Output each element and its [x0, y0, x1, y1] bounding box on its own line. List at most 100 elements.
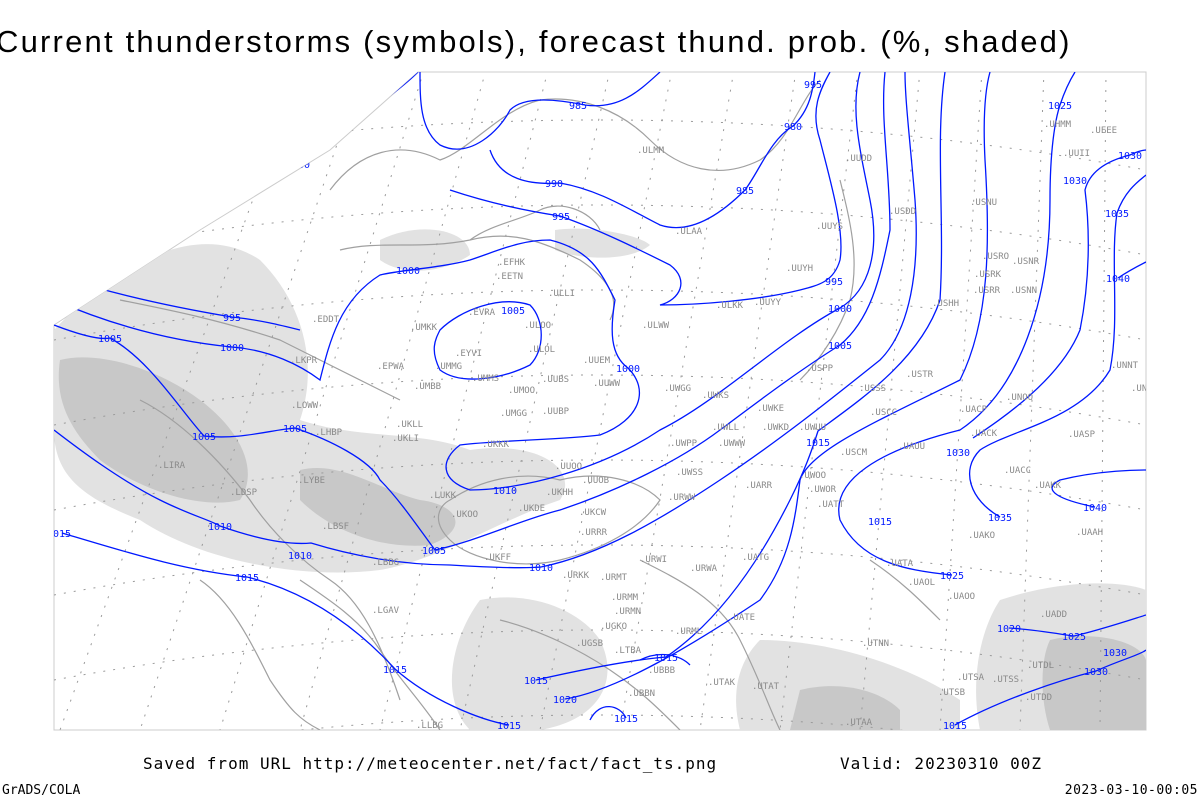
station-label: .USSS — [859, 384, 886, 394]
isobar-label: 1005 — [98, 334, 122, 345]
meridian-line — [59, 72, 301, 730]
station-label: .LIRA — [158, 461, 186, 471]
station-label: .UGKO — [600, 622, 627, 632]
isobar-label: 1030 — [1118, 151, 1142, 162]
station-label: .UKHH — [546, 488, 573, 498]
station-label: .UTAK — [708, 678, 736, 688]
station-label: .UARR — [745, 481, 773, 491]
probability-area-dark — [790, 686, 900, 730]
station-label: .USHH — [932, 299, 959, 309]
station-label: .URKK — [562, 571, 590, 581]
isobar-label: 1010 — [493, 486, 517, 497]
isobar-label: 1030 — [1084, 667, 1108, 678]
station-label: .UKOO — [451, 510, 478, 520]
isobar-label: 1015 — [614, 714, 638, 725]
isobar-label: 1020 — [553, 695, 577, 706]
isobar-line — [1051, 261, 1146, 508]
station-label: .UMGG — [500, 409, 527, 419]
station-label: .LBSF — [322, 522, 349, 532]
station-label: .LDSP — [230, 488, 258, 498]
station-label: .USRR — [973, 286, 1001, 296]
isobar-label: 1030 — [1103, 648, 1127, 659]
generation-timestamp: 2023-03-10-00:05 — [1064, 783, 1198, 798]
station-label: .UWOO — [799, 471, 826, 481]
station-label: .UKCW — [579, 508, 607, 518]
station-label: .UUEM — [583, 356, 611, 366]
station-label: .UTDL — [1027, 661, 1054, 671]
station-label: .EFHK — [498, 258, 526, 268]
isobar-label: 1005 — [422, 546, 446, 557]
isobar-label: 1000 — [220, 343, 244, 354]
coastline — [299, 579, 441, 730]
station-label: .UKFF — [484, 553, 511, 563]
probability-area-dark — [1042, 636, 1146, 730]
station-label: .LYBE — [298, 476, 325, 486]
isobar-label: 985 — [736, 186, 754, 197]
meridian-line — [379, 72, 549, 730]
isobar-label: 1035 — [988, 513, 1012, 524]
station-label: .URWW — [668, 493, 696, 503]
station-label: .UUDD — [845, 154, 872, 164]
meridian-line — [1099, 72, 1107, 730]
meridian-line — [299, 72, 487, 730]
station-label: .UAOL — [908, 578, 935, 588]
station-label: .UUBP — [542, 407, 570, 417]
isobar-label: 1015 — [383, 665, 407, 676]
station-label: .UKKK — [482, 440, 510, 450]
station-label: .UTDD — [1025, 693, 1052, 703]
isobar-label: 1010 — [208, 522, 232, 533]
coastline — [199, 579, 321, 730]
probability-area-light — [736, 640, 960, 730]
isobar-label: 995 — [223, 313, 241, 324]
meridian-line — [539, 72, 673, 730]
station-label: .EYVI — [455, 349, 482, 359]
station-label: .UHMM — [1044, 120, 1072, 130]
isobar-line — [54, 72, 891, 551]
station-label: .UEEE — [1090, 126, 1117, 136]
isobar-label: 1010 — [288, 551, 312, 562]
valid-time-text: Valid: 20230310 00Z — [840, 754, 1043, 773]
station-label: .UACP — [960, 405, 988, 415]
station-label: .EETN — [496, 272, 523, 282]
station-label: .USPP — [806, 364, 834, 374]
station-label: .UMMS — [472, 374, 499, 384]
isobar-labels: 1000 985 990 995 980 995 985 995 1000 1000 995 1000… — [54, 80, 1142, 730]
station-label: .USNU — [970, 198, 997, 208]
isobar-label: 1015 — [868, 517, 892, 528]
station-label: .LBBG — [372, 558, 399, 568]
isobar-line — [972, 149, 1146, 439]
station-label: .URMT — [600, 573, 628, 583]
probability-area-dark — [58, 357, 248, 503]
isobar-label: 1035 — [1105, 209, 1129, 220]
isobar-label: 1015 — [524, 676, 548, 687]
isobar-line — [589, 653, 691, 721]
map-title: Current thunderstorms (symbols), forecas… — [0, 24, 1072, 59]
isobar-label: 1020 — [997, 624, 1021, 635]
station-label: .URWI — [640, 555, 667, 565]
coastline — [119, 299, 401, 401]
station-label: .LKPR — [290, 356, 318, 366]
station-label: .UWPP — [670, 439, 698, 449]
isobar-line — [449, 72, 842, 306]
station-label: .UNOO — [1006, 393, 1033, 403]
coastline — [469, 205, 601, 241]
station-label: .ULAA — [675, 227, 703, 237]
thunderstorm-probability-shading — [54, 228, 1146, 730]
station-label: .USCM — [840, 448, 868, 458]
isobar-line — [954, 614, 1146, 726]
isobar-line — [838, 72, 1076, 576]
station-label: .USDD — [889, 207, 916, 217]
station-label: .UWUU — [799, 423, 826, 433]
isobar-label: 1040 — [1083, 503, 1107, 514]
source-url-text: Saved from URL http://meteocenter.net/fa… — [143, 754, 718, 773]
station-label: .UUII — [1063, 149, 1090, 159]
station-label: .UUWW — [593, 379, 621, 389]
station-label: .USNN — [1010, 286, 1037, 296]
station-label: .UACC — [1004, 466, 1031, 476]
probability-area-light — [451, 597, 608, 730]
station-label: .URRR — [580, 528, 608, 538]
coastline — [437, 475, 661, 565]
station-label: .UAKO — [968, 531, 995, 541]
isobar-line — [433, 301, 542, 380]
station-label: .UKDE — [518, 504, 545, 514]
